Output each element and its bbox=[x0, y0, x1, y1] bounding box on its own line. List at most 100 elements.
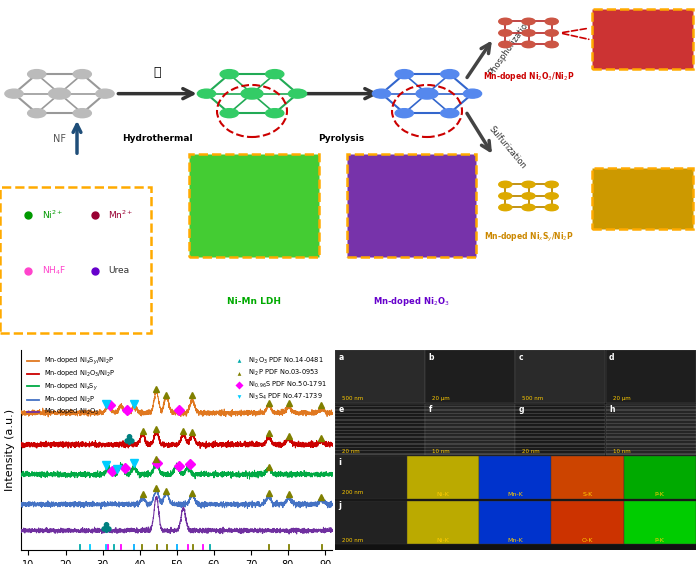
Bar bbox=[515, 447, 606, 448]
Circle shape bbox=[441, 69, 459, 78]
Bar bbox=[425, 450, 515, 451]
Text: 10 nm: 10 nm bbox=[612, 449, 631, 454]
Circle shape bbox=[522, 41, 535, 48]
Legend: Ni$_2$O$_3$ PDF No.14-0481, Ni$_2$P PDF No.03-0953, Ni$_{0.96}$S PDF No.50-1791,: Ni$_2$O$_3$ PDF No.14-0481, Ni$_2$P PDF … bbox=[233, 353, 329, 405]
Bar bbox=[335, 456, 407, 499]
Text: 20 μm: 20 μm bbox=[432, 396, 450, 402]
Circle shape bbox=[416, 88, 438, 99]
Text: 500 nm: 500 nm bbox=[522, 396, 544, 402]
Circle shape bbox=[28, 69, 46, 78]
Bar bbox=[335, 420, 425, 421]
Text: Mn-K: Mn-K bbox=[508, 538, 523, 543]
Bar bbox=[606, 430, 696, 431]
Bar bbox=[425, 350, 515, 403]
Text: Mn-doped Ni$_2$O$_3$/Ni$_2$P: Mn-doped Ni$_2$O$_3$/Ni$_2$P bbox=[483, 70, 574, 83]
Circle shape bbox=[265, 109, 284, 118]
Text: 200 nm: 200 nm bbox=[342, 490, 363, 495]
Text: g: g bbox=[519, 406, 524, 415]
Text: f: f bbox=[428, 406, 432, 415]
Text: 🧪: 🧪 bbox=[154, 67, 161, 80]
Y-axis label: Intensity (a.u.): Intensity (a.u.) bbox=[6, 409, 15, 491]
Bar bbox=[515, 416, 606, 417]
Text: 20 nm: 20 nm bbox=[342, 449, 360, 454]
Text: Ni-Mn LDH: Ni-Mn LDH bbox=[227, 297, 281, 306]
Text: O-K: O-K bbox=[582, 538, 593, 543]
Circle shape bbox=[545, 18, 559, 25]
Circle shape bbox=[498, 204, 512, 211]
Circle shape bbox=[73, 109, 91, 118]
Text: Phosphorization: Phosphorization bbox=[486, 17, 533, 77]
Circle shape bbox=[522, 30, 535, 36]
Bar bbox=[335, 350, 425, 403]
Bar bbox=[515, 437, 606, 438]
Circle shape bbox=[395, 69, 413, 78]
Bar bbox=[425, 437, 515, 438]
Circle shape bbox=[74, 69, 92, 78]
Bar bbox=[606, 437, 696, 438]
Bar bbox=[606, 433, 696, 434]
Circle shape bbox=[48, 88, 71, 99]
Circle shape bbox=[96, 89, 114, 98]
Text: 500 nm: 500 nm bbox=[342, 396, 363, 402]
Text: b: b bbox=[428, 352, 434, 362]
Bar bbox=[335, 423, 425, 424]
Bar bbox=[515, 412, 606, 414]
Circle shape bbox=[241, 88, 263, 99]
Circle shape bbox=[5, 89, 23, 98]
Circle shape bbox=[522, 18, 535, 25]
Bar bbox=[335, 426, 425, 428]
Circle shape bbox=[220, 69, 238, 78]
Bar bbox=[425, 453, 515, 455]
Bar bbox=[425, 404, 515, 455]
Circle shape bbox=[498, 18, 512, 25]
Text: Mn-doped Ni$_2$O$_3$: Mn-doped Ni$_2$O$_3$ bbox=[373, 296, 449, 309]
Text: d: d bbox=[609, 352, 615, 362]
Bar bbox=[515, 433, 606, 434]
Bar bbox=[425, 416, 515, 417]
Text: Ni$^{2+}$: Ni$^{2+}$ bbox=[42, 209, 63, 221]
Bar bbox=[515, 426, 606, 428]
Bar bbox=[335, 447, 425, 448]
Text: e: e bbox=[338, 406, 344, 415]
Bar bbox=[606, 416, 696, 417]
Text: Mn$^{2+}$: Mn$^{2+}$ bbox=[108, 209, 134, 221]
Bar bbox=[335, 433, 425, 434]
Text: Pyrolysis: Pyrolysis bbox=[318, 134, 365, 143]
Bar bbox=[425, 406, 515, 407]
Bar bbox=[335, 404, 425, 455]
Bar bbox=[515, 406, 606, 407]
Text: Urea: Urea bbox=[108, 266, 130, 275]
Text: 10 nm: 10 nm bbox=[432, 449, 450, 454]
Circle shape bbox=[498, 181, 512, 188]
Circle shape bbox=[498, 41, 512, 48]
Bar bbox=[335, 453, 425, 455]
Text: Mn-doped Ni$_x$S$_y$/Ni$_2$P: Mn-doped Ni$_x$S$_y$/Ni$_2$P bbox=[484, 231, 573, 244]
Bar bbox=[479, 456, 552, 499]
Text: Ni-K: Ni-K bbox=[437, 538, 449, 543]
Text: 20 nm: 20 nm bbox=[522, 449, 540, 454]
Circle shape bbox=[220, 109, 238, 118]
Bar bbox=[606, 409, 696, 411]
Bar bbox=[515, 423, 606, 424]
Circle shape bbox=[463, 89, 482, 98]
Text: 20 μm: 20 μm bbox=[612, 396, 631, 402]
Bar bbox=[515, 450, 606, 451]
Bar bbox=[606, 440, 696, 441]
Bar bbox=[606, 426, 696, 428]
Text: j: j bbox=[338, 501, 341, 510]
Bar bbox=[624, 501, 696, 544]
Bar bbox=[335, 437, 425, 438]
Bar bbox=[425, 420, 515, 421]
Bar bbox=[606, 350, 696, 403]
FancyBboxPatch shape bbox=[189, 155, 318, 257]
Bar bbox=[335, 416, 425, 417]
Text: i: i bbox=[338, 458, 341, 467]
Circle shape bbox=[498, 193, 512, 199]
Bar bbox=[425, 426, 515, 428]
Text: Hydrothermal: Hydrothermal bbox=[122, 134, 192, 143]
Bar bbox=[552, 501, 624, 544]
Circle shape bbox=[545, 193, 559, 199]
Text: P-K: P-K bbox=[654, 492, 664, 497]
FancyBboxPatch shape bbox=[592, 168, 693, 229]
Text: Sulfurization: Sulfurization bbox=[486, 124, 527, 170]
